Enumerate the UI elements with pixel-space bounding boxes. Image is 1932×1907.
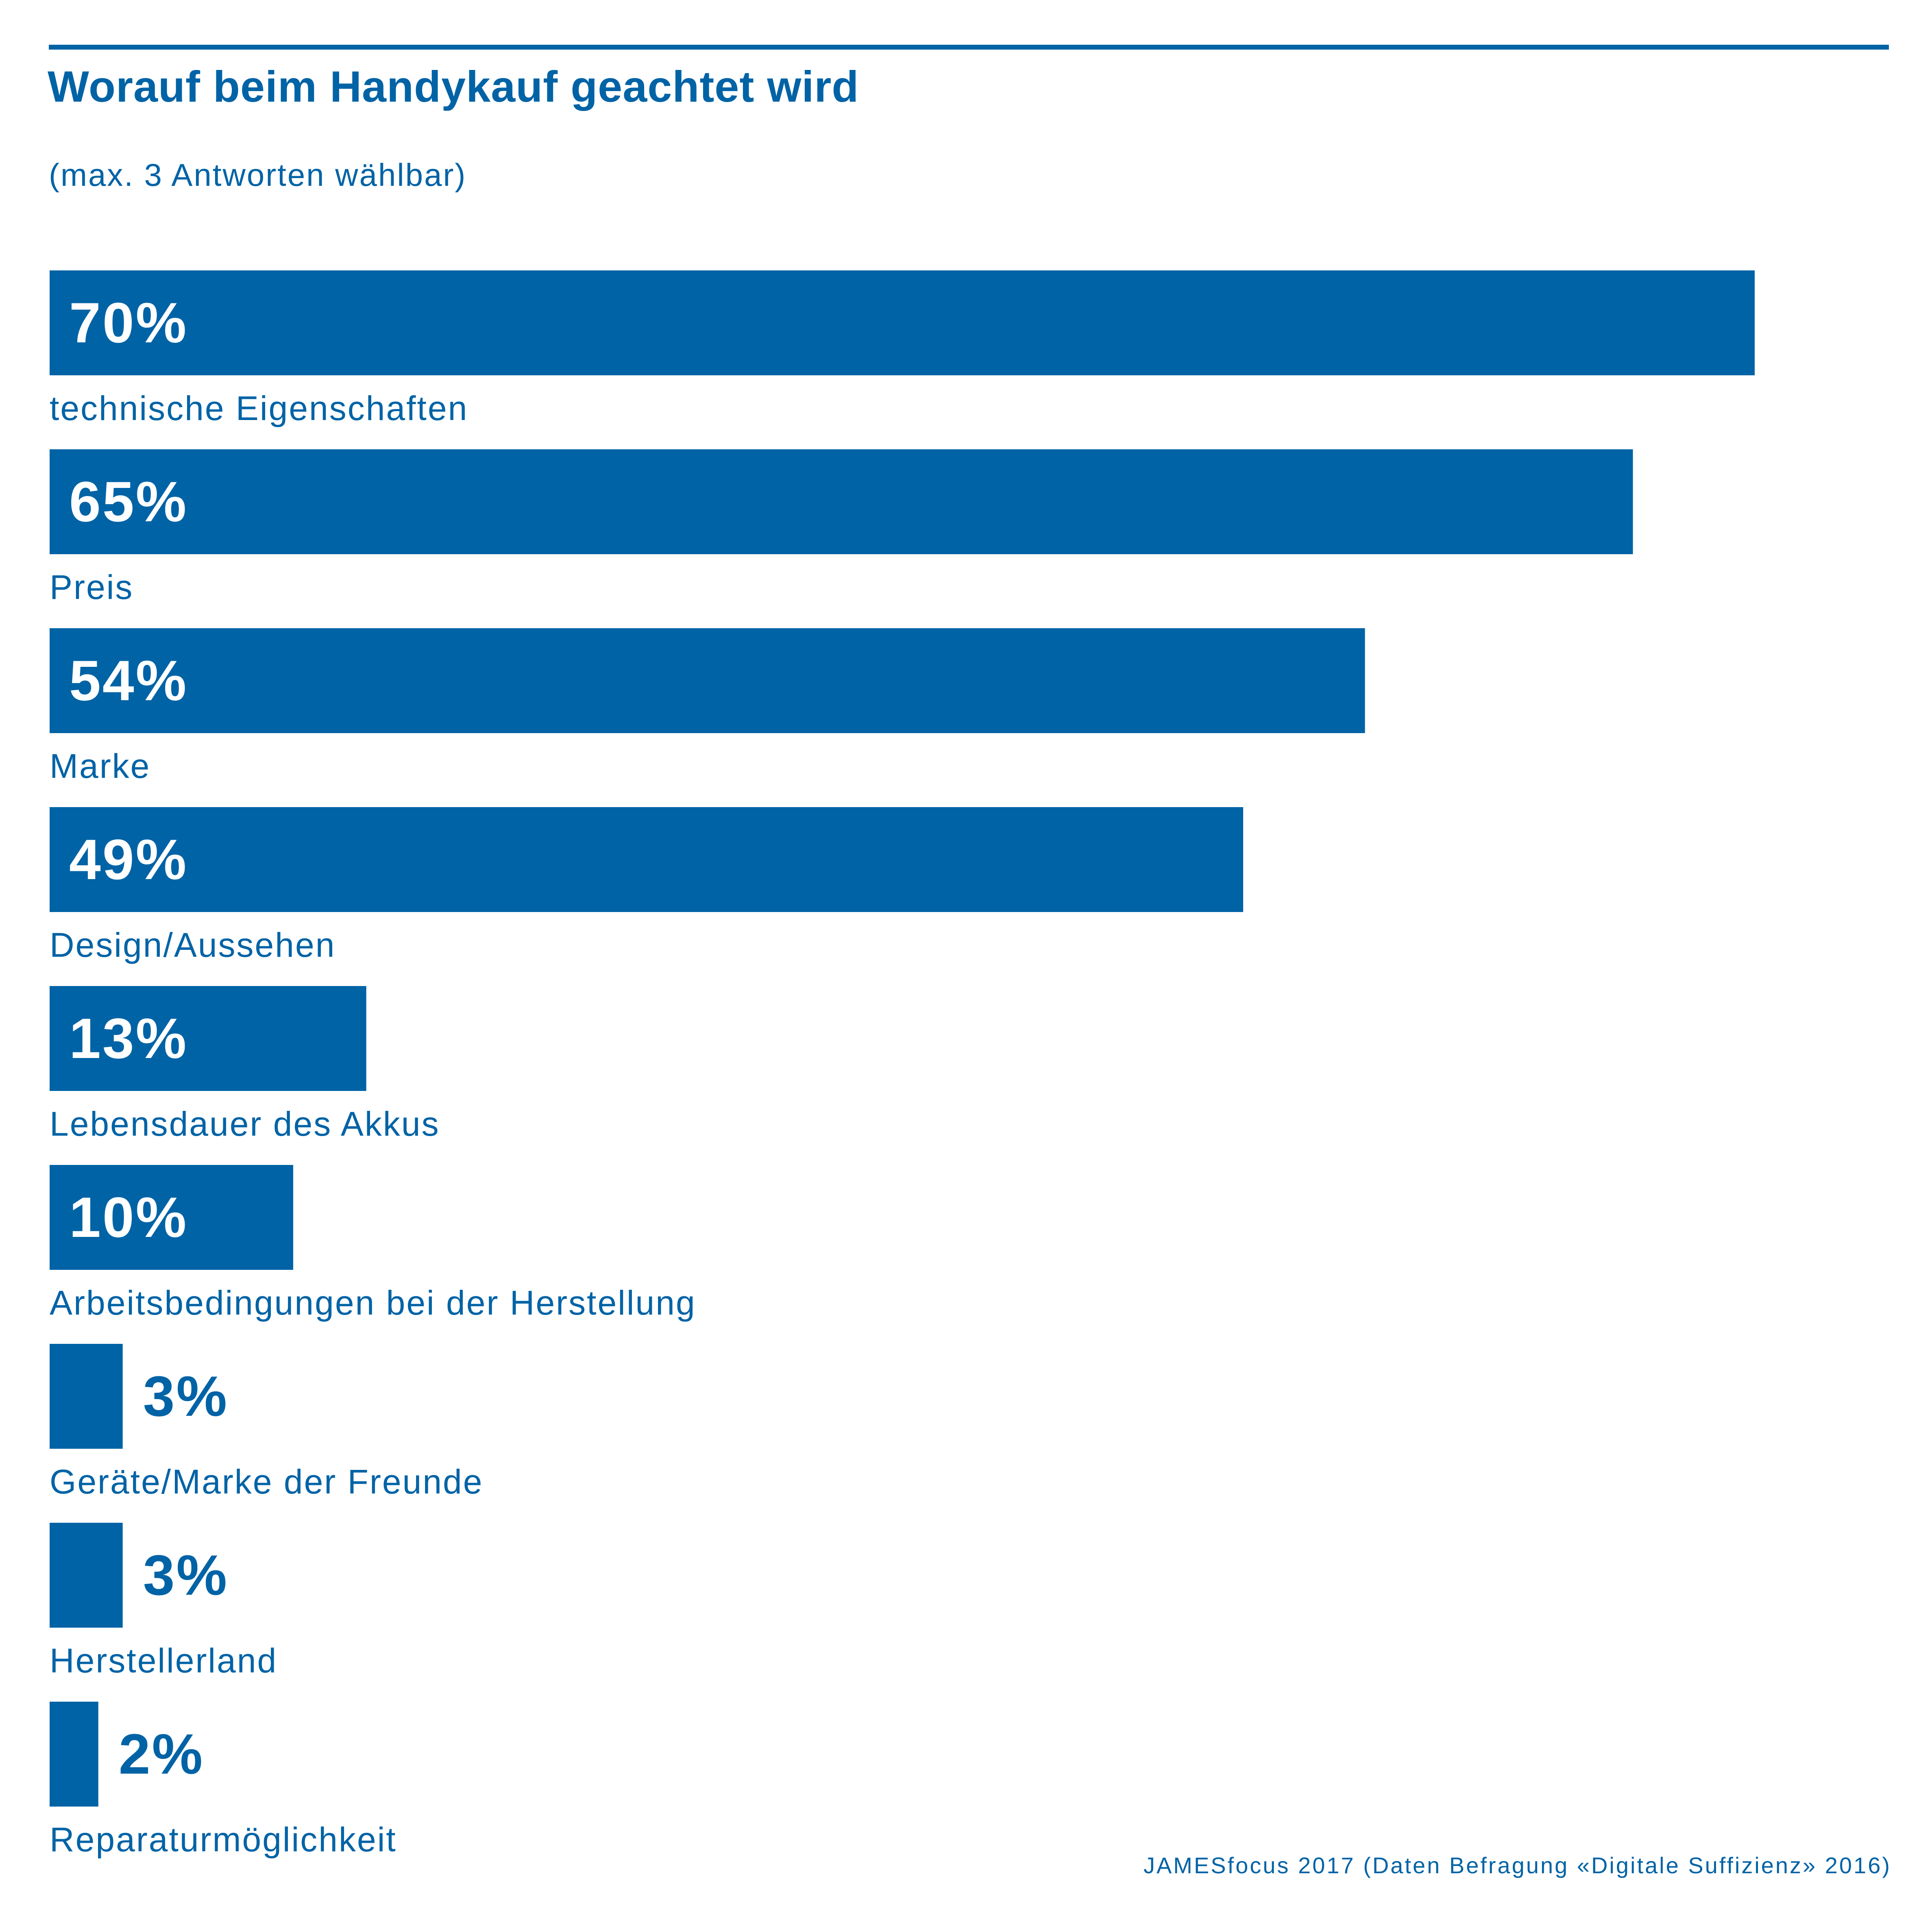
chart-title: Worauf beim Handykauf geachtet wird <box>48 62 859 111</box>
value-label-6: 10% <box>69 1185 188 1249</box>
value-label-8: 3% <box>143 1543 229 1607</box>
category-label-3: Marke <box>50 747 150 785</box>
bar-9 <box>50 1702 98 1807</box>
bar-8 <box>50 1523 123 1628</box>
category-label-1: technische Eigenschaften <box>50 389 468 427</box>
bar-7 <box>50 1344 123 1449</box>
value-label-4: 49% <box>69 827 188 891</box>
category-label-8: Herstellerland <box>50 1641 277 1680</box>
category-label-2: Preis <box>50 568 133 606</box>
bar-6 <box>50 1165 293 1270</box>
category-label-9: Reparaturmöglichkeit <box>50 1820 397 1859</box>
value-label-3: 54% <box>69 649 188 712</box>
value-label-1: 70% <box>69 291 188 355</box>
top-rule <box>49 45 1889 50</box>
value-label-7: 3% <box>143 1364 229 1428</box>
category-label-7: Geräte/Marke der Freunde <box>50 1463 483 1501</box>
category-label-5: Lebensdauer des Akkus <box>50 1105 440 1143</box>
bar-5 <box>50 986 366 1091</box>
bar-2 <box>50 449 1633 554</box>
category-label-6: Arbeitsbedingungen bei der Herstellung <box>50 1284 696 1322</box>
bar-4 <box>50 807 1244 912</box>
chart-subtitle: (max. 3 Antworten wählbar) <box>49 157 467 193</box>
value-label-9: 2% <box>119 1722 204 1786</box>
value-label-2: 65% <box>69 470 188 533</box>
source-note: JAMESfocus 2017 (Daten Befragung «Digita… <box>1143 1853 1891 1878</box>
value-label-5: 13% <box>69 1006 188 1070</box>
bar-1 <box>50 270 1755 375</box>
category-label-4: Design/Aussehen <box>50 926 335 964</box>
bar-3 <box>50 628 1365 733</box>
